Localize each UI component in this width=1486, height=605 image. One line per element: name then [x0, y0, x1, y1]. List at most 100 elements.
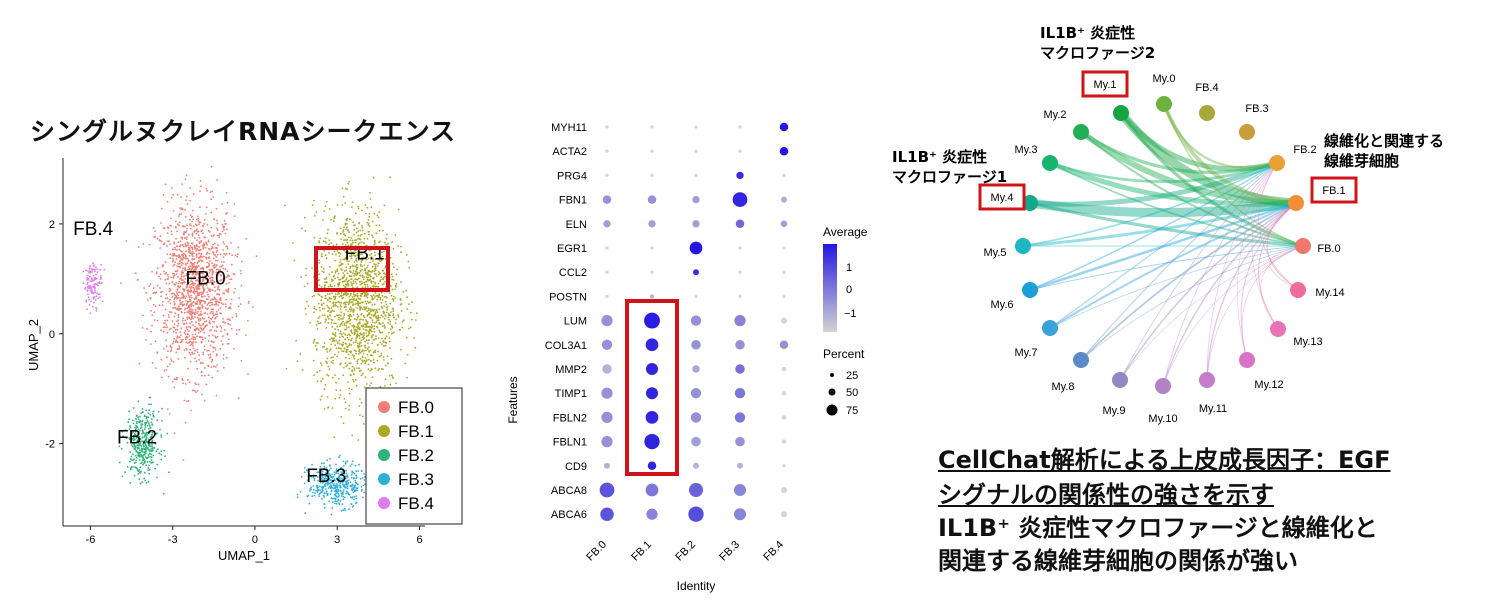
umap-point — [172, 194, 175, 196]
umap-point — [190, 294, 193, 297]
dot-fbn1-fb-0 — [602, 195, 612, 204]
fb1-highlight-box — [314, 246, 390, 292]
umap-point — [180, 271, 183, 273]
umap-point — [341, 297, 344, 300]
umap-point — [334, 270, 337, 272]
umap-point — [162, 264, 165, 266]
umap-point — [341, 481, 344, 484]
umap-point — [317, 489, 319, 492]
umap-point — [135, 422, 138, 425]
umap-point — [170, 276, 173, 279]
umap-point — [337, 351, 340, 353]
umap-point — [222, 354, 225, 356]
umap-point — [332, 359, 334, 362]
umap-point — [200, 374, 203, 377]
umap-point — [178, 280, 181, 283]
umap-point — [353, 380, 355, 383]
umap-point — [328, 273, 331, 276]
umap-point — [384, 267, 386, 269]
umap-point — [374, 309, 376, 311]
umap-point — [367, 334, 370, 337]
umap-point — [205, 270, 208, 273]
umap-point — [343, 258, 346, 260]
umap-x-ticks: -6 -3 0 3 6 — [86, 526, 423, 546]
umap-point — [359, 274, 362, 277]
umap-point — [190, 280, 192, 282]
umap-point — [389, 328, 392, 331]
umap-point — [91, 289, 93, 292]
umap-point — [330, 278, 333, 281]
node-label: My.1 — [1093, 79, 1116, 91]
umap-point — [361, 209, 363, 212]
dot-eln-fb-3 — [735, 219, 745, 229]
umap-point — [190, 286, 193, 289]
umap-point — [346, 364, 349, 366]
umap-point — [175, 237, 177, 240]
umap-point — [346, 222, 348, 225]
identity-label: FB.1 — [629, 539, 654, 564]
umap-point — [170, 230, 173, 233]
umap-point — [365, 339, 368, 342]
umap-point — [191, 283, 194, 286]
umap-point — [353, 486, 356, 489]
umap-point — [208, 256, 211, 258]
umap-point — [405, 336, 408, 339]
umap-point — [343, 249, 345, 252]
umap-point — [226, 318, 229, 321]
dot-abca8-fb-2 — [688, 482, 704, 498]
umap-point — [193, 389, 196, 392]
umap-point — [370, 256, 373, 258]
node-label: My.3 — [1014, 144, 1037, 156]
umap-point — [142, 443, 145, 446]
umap-point — [306, 300, 308, 303]
umap-point — [213, 365, 215, 368]
umap-point — [150, 403, 153, 406]
umap-point — [350, 503, 353, 505]
umap-point — [355, 318, 358, 321]
umap-point — [374, 367, 377, 370]
umap-point — [354, 328, 357, 331]
umap-point — [154, 235, 157, 238]
umap-point — [363, 423, 365, 425]
umap-point — [212, 314, 215, 317]
umap-point — [140, 448, 143, 451]
umap-point — [214, 366, 217, 368]
umap-point — [373, 243, 376, 246]
umap-point — [164, 183, 167, 186]
umap-point — [325, 472, 327, 474]
umap-point — [93, 301, 95, 304]
umap-point — [318, 262, 321, 264]
umap-point — [216, 247, 219, 250]
umap-point — [194, 311, 197, 313]
umap-point — [361, 225, 363, 227]
node-label: My.11 — [1199, 403, 1227, 415]
network-nodes: My.1 My.0FB.4FB.3FB.2FB.1FB.0My.14My.13My… — [978, 70, 1358, 425]
umap-point — [313, 479, 316, 482]
umap-point — [189, 214, 192, 216]
umap-point — [163, 449, 166, 452]
umap-point — [226, 342, 229, 345]
umap-point — [349, 481, 352, 484]
umap-point — [131, 444, 134, 446]
umap-point — [204, 236, 207, 239]
umap-point — [368, 233, 370, 236]
umap-point — [118, 445, 121, 448]
umap-point — [355, 487, 358, 489]
umap-point — [313, 478, 316, 480]
umap-point — [200, 371, 203, 374]
umap-point — [184, 383, 187, 385]
umap-point — [293, 259, 296, 262]
umap-point — [138, 431, 140, 434]
umap-point — [93, 283, 96, 286]
umap-point — [201, 329, 204, 332]
umap-point — [359, 309, 362, 311]
umap-point — [339, 330, 342, 333]
umap-point — [210, 310, 213, 313]
umap-point — [177, 263, 179, 265]
umap-point — [342, 374, 345, 377]
umap-point — [216, 179, 219, 181]
umap-point — [334, 295, 336, 298]
umap-point — [361, 308, 364, 310]
umap-point — [135, 424, 137, 427]
umap-point — [224, 321, 226, 324]
